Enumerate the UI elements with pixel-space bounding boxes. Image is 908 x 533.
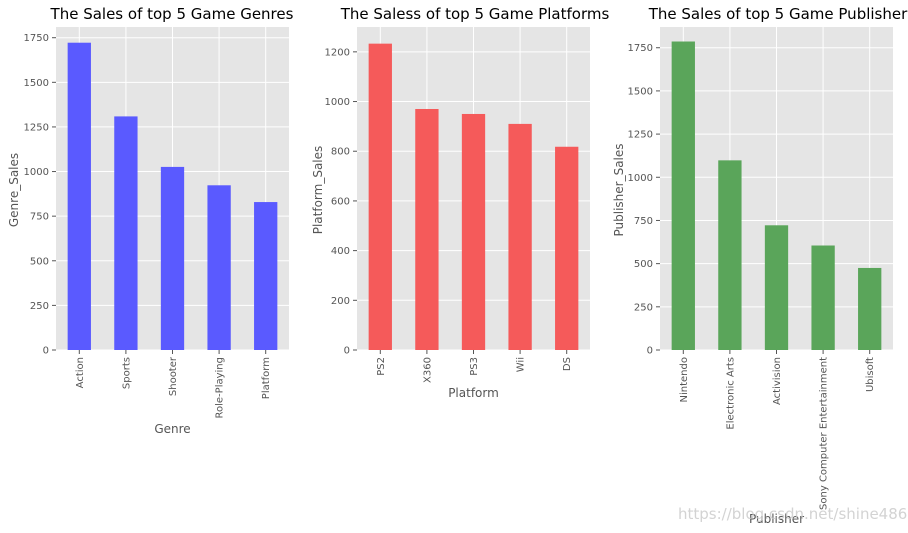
- bar-ps2: [368, 43, 392, 351]
- y-axis-label: Genre_Sales: [7, 153, 21, 227]
- y-tick-label: 0: [647, 346, 653, 357]
- y-tick-label: 800: [331, 147, 350, 158]
- y-axis-label: Platform_Sales: [311, 146, 325, 235]
- y-tick-label: 0: [43, 346, 49, 357]
- x-tick-label: Activision: [772, 357, 783, 405]
- bar-role-playing: [207, 185, 231, 350]
- x-axis-label: Genre: [154, 422, 190, 436]
- bar-sony-computer-entertainment: [811, 245, 835, 350]
- x-axis-label: Platform: [448, 386, 499, 400]
- bar-platform: [254, 202, 278, 350]
- bar-x360: [415, 108, 439, 350]
- y-tick-label: 1750: [628, 43, 653, 54]
- bar-ps3: [461, 113, 486, 350]
- publisher-sales-chart: 0 250 500 750 1000 1250 1500 1750 Nintendo Electr…: [612, 5, 908, 526]
- y-tick-label: 1500: [24, 78, 49, 89]
- y-tick-label: 0: [344, 346, 350, 357]
- y-tick-label: 1200: [325, 47, 350, 58]
- chart-title: The Sales of top 5 Game Genres: [50, 5, 294, 23]
- x-tick-label: PS2: [376, 357, 387, 376]
- y-tick-label: 500: [30, 256, 49, 267]
- y-axis-label: Publisher_Sales: [612, 143, 626, 236]
- y-tick-label: 400: [331, 246, 350, 257]
- bar-nintendo: [671, 41, 695, 350]
- y-tick-label: 750: [634, 216, 653, 227]
- y-tick-label: 1500: [628, 86, 653, 97]
- x-tick-label: Sony Computer Entertainment: [819, 357, 830, 510]
- x-tick-label: PS3: [469, 357, 480, 376]
- bar-action: [67, 42, 91, 351]
- x-tick-label: Wii: [516, 357, 527, 372]
- y-tick-label: 750: [30, 212, 49, 223]
- x-tick-label: Nintendo: [679, 357, 690, 402]
- x-tick-label: Shooter: [168, 356, 179, 396]
- bar-wii: [508, 123, 532, 351]
- x-tick-label: Electronic Arts: [725, 357, 736, 430]
- y-tick-label: 1250: [24, 122, 49, 133]
- bar-ubisoft: [858, 267, 882, 350]
- y-tick-label: 1000: [325, 97, 350, 108]
- bar-activision: [764, 225, 789, 350]
- y-tick-label: 200: [331, 296, 350, 307]
- chart-title: The Sales of top 5 Game Publisher: [648, 5, 908, 23]
- x-tick-label: Ubisoft: [865, 357, 876, 392]
- x-tick-label: Platform: [261, 357, 272, 399]
- bar-ds: [555, 146, 579, 350]
- y-tick-label: 1000: [628, 173, 653, 184]
- x-tick-label: X360: [422, 357, 433, 383]
- platform-sales-chart: 0 200 400 600 800 1000 1200 PS2 X360 PS3 Wii DS The …: [311, 5, 609, 400]
- watermark: https://blog.csdn.net/shine4869: [678, 505, 908, 523]
- y-tick-label: 1000: [24, 167, 49, 178]
- y-tick-label: 500: [634, 259, 653, 270]
- genre-sales-chart: 0 250 500 750 1000 1250 1500 1750 Action Sports Sh…: [7, 5, 294, 436]
- bar-sports: [114, 116, 138, 351]
- x-tick-label: Action: [75, 357, 86, 388]
- x-tick-label: DS: [562, 357, 573, 371]
- y-tick-label: 1250: [628, 130, 653, 141]
- bar-shooter: [160, 166, 185, 350]
- x-axis-label: Publisher: [749, 512, 804, 526]
- y-tick-label: 250: [30, 301, 49, 312]
- x-tick-label: Sports: [121, 357, 132, 389]
- chart-title: The Saless of top 5 Game Platforms: [340, 5, 610, 23]
- bar-electronic-arts: [718, 160, 742, 350]
- x-tick-label: Role-Playing: [215, 357, 226, 418]
- y-tick-label: 250: [634, 302, 653, 313]
- y-tick-label: 1750: [24, 33, 49, 44]
- y-tick-label: 600: [331, 196, 350, 207]
